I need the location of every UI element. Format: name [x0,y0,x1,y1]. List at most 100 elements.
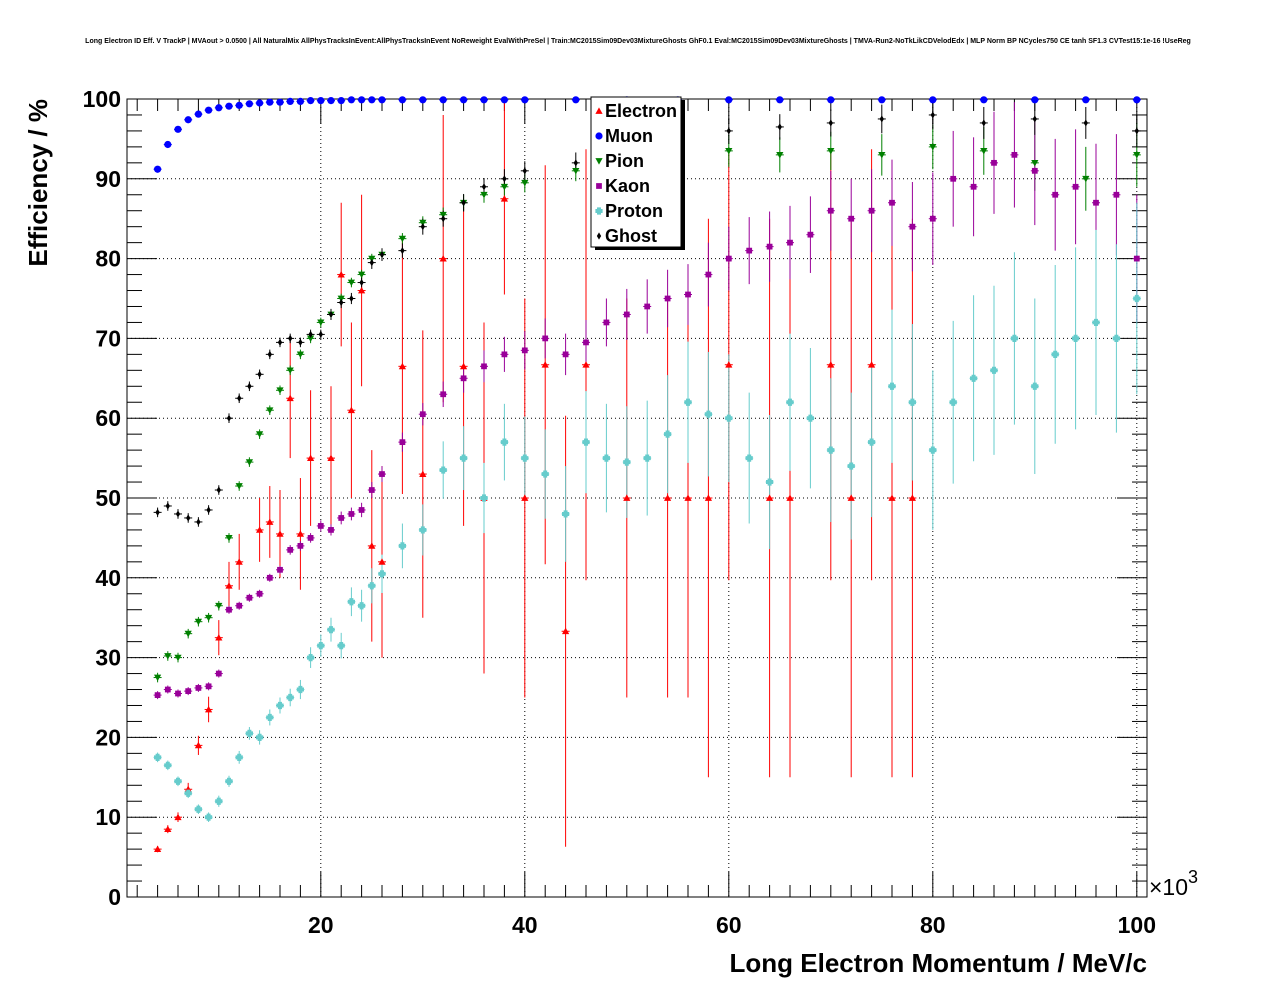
ghost-point [206,506,211,514]
pion-point [174,654,182,662]
proton-point [888,382,896,390]
muon-point [225,102,233,110]
muon-point [276,98,284,106]
electron-point [205,705,213,713]
kaon-point [307,535,314,541]
electron-point [368,542,376,549]
proton-point [296,685,304,694]
kaon-point [603,319,610,326]
ghost-point [1032,115,1037,123]
electron-point [347,406,355,414]
pion-point [164,653,172,660]
ghost-point [461,199,466,207]
electron-point [225,582,233,589]
proton-point [480,494,488,502]
ghost-point [400,247,405,255]
ghost-point [1083,119,1088,127]
kaon-point [338,515,345,521]
kaon-point [970,183,977,190]
pion-point [266,407,274,414]
ghost-point [369,258,374,267]
muon-point [419,96,427,104]
muon-point [347,96,355,104]
electron-point [276,530,284,537]
ghost-point [155,508,160,516]
kaon-point [664,295,671,302]
pion-point [317,319,325,327]
kaon-point [277,566,283,573]
pion-point [225,535,233,542]
pion-point [307,335,315,342]
y-tick-label: 70 [95,325,121,351]
legend-label-muon: Muon [605,126,653,146]
ghost-point [420,223,425,231]
x-tick-label: 20 [308,912,334,938]
pion-point [235,483,243,490]
x-axis-exponent-base: ×10 [1149,874,1188,900]
electron-point [235,558,243,565]
muon-point [521,96,529,104]
ghost-point [481,183,487,191]
legend-marker-ghost [596,232,602,240]
proton-point [602,454,610,462]
ghost-point [318,330,323,339]
proton-point [664,430,672,438]
ghost-point [196,518,201,526]
proton-point [154,753,162,761]
electron-point [623,494,631,501]
kaon-point [827,207,834,214]
electron-point [684,494,692,501]
proton-point [806,414,814,422]
muon-point [878,96,886,104]
kaon-point [1113,191,1120,198]
proton-point [908,398,916,406]
electron-point [307,454,315,461]
proton-point [562,510,570,518]
kaon-point [195,685,202,691]
electron-point [398,362,406,370]
proton-point [847,462,855,470]
muon-point [980,96,988,104]
kaon-point [562,351,569,358]
pion-point [296,351,304,358]
ghost-point [186,514,191,522]
muon-point [1133,96,1141,104]
pion-point [205,614,213,622]
kaon-point [929,215,936,222]
muon-point [205,106,213,114]
ghost-point [828,119,833,127]
proton-point [929,446,937,454]
kaon-point [1072,183,1079,190]
muon-point [1031,96,1039,104]
electron-point [888,494,896,501]
kaon-point [379,471,385,477]
ghost-point [777,123,782,131]
electron-point [164,825,172,833]
pion-point [776,151,784,159]
kaon-point [848,215,855,222]
proton-point [500,438,508,446]
proton-point [1072,334,1080,342]
y-tick-label: 60 [95,405,121,431]
electron-point [582,361,590,368]
kaon-point [1052,191,1059,198]
muon-point [164,140,172,149]
electron-point [174,813,182,821]
x-axis-exponent: ×103 [1149,867,1198,900]
muon-point [154,165,162,173]
x-tick-label: 60 [716,912,742,938]
x-tick-label: 80 [920,912,946,938]
ghost-point [247,382,252,390]
kaon-point [358,507,365,513]
electron-point [847,494,855,501]
ghost-point [226,414,232,422]
ghost-point [257,370,262,378]
legend-label-proton: Proton [605,201,663,221]
proton-point [347,598,355,606]
electron-point [358,286,366,294]
electron-point [266,518,274,525]
proton-point [184,789,192,797]
kaon-point [481,363,487,370]
muon-point [296,97,304,105]
kaon-point [236,602,243,609]
